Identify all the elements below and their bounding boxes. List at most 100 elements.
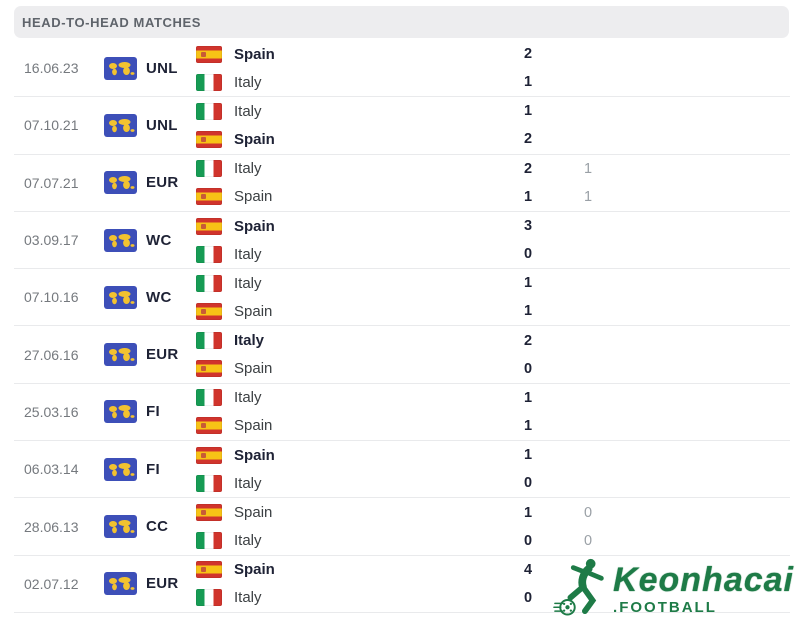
team-row: Spain 1 0: [196, 499, 790, 527]
team-row: Spain 1: [196, 412, 790, 440]
team-flag-icon: [196, 274, 222, 292]
team-name: Italy: [234, 474, 262, 492]
team-score: 0: [523, 360, 533, 377]
match-row[interactable]: 06.03.14 FI Spain: [14, 441, 790, 499]
match-row[interactable]: 28.06.13 CC Spain: [14, 498, 790, 556]
team-name: Spain: [234, 188, 273, 206]
team-row: Italy 0: [196, 469, 790, 497]
competition-code: CC: [146, 518, 169, 536]
team-flag-icon: [196, 474, 222, 492]
match-date: 25.03.16: [24, 403, 79, 420]
team-flag-icon: [196, 302, 222, 320]
match-date: 03.09.17: [24, 232, 79, 249]
match-row[interactable]: 07.10.21 UNL Italy: [14, 97, 790, 155]
team-flag-icon: [196, 332, 222, 350]
competition: EUR: [104, 572, 196, 596]
team-row: Italy 0: [196, 584, 790, 612]
world-map-icon: [104, 400, 137, 424]
team-name: Spain: [234, 446, 275, 464]
team-name: Italy: [234, 332, 265, 350]
team-name: Italy: [234, 389, 262, 407]
team-score: 2: [523, 160, 533, 177]
match-date: 07.07.21: [24, 174, 79, 191]
team-row: Spain 2: [196, 40, 790, 68]
competition-code: UNL: [146, 116, 178, 134]
team-name: Spain: [234, 45, 275, 63]
match-row[interactable]: 03.09.17 WC Spain: [14, 212, 790, 270]
team-score: 1: [523, 303, 533, 320]
team-name: Italy: [234, 245, 262, 263]
team-name: Spain: [234, 130, 275, 148]
team-flag-icon: [196, 160, 222, 178]
team-name: Spain: [234, 561, 275, 579]
team-score: 0: [523, 532, 533, 549]
competition: WC: [104, 285, 196, 309]
team-score: 3: [523, 218, 533, 235]
match-date: 07.10.16: [24, 289, 79, 306]
team-row: Italy 1: [196, 384, 790, 412]
teams: Italy 2 1 Spain 1 1: [196, 155, 790, 211]
team-name: Italy: [234, 532, 262, 550]
competition: CC: [104, 515, 196, 539]
match-date: 16.06.23: [24, 60, 79, 77]
world-map-icon: [104, 285, 137, 309]
team-score-secondary: 0: [583, 532, 593, 549]
team-flag-icon: [196, 245, 222, 263]
team-score: 1: [523, 504, 533, 521]
team-row: Italy 1: [196, 269, 790, 297]
teams: Italy 1 Spain 1: [196, 384, 790, 440]
team-score: 0: [523, 475, 533, 492]
team-score-secondary: 0: [583, 504, 593, 521]
team-row: Italy 1: [196, 97, 790, 125]
competition-code: FI: [146, 403, 160, 421]
team-name: Italy: [234, 102, 262, 120]
world-map-icon: [104, 515, 137, 539]
team-flag-icon: [196, 102, 222, 120]
team-row: Spain 3: [196, 212, 790, 240]
competition: WC: [104, 228, 196, 252]
team-score: 2: [523, 131, 533, 148]
world-map-icon: [104, 228, 137, 252]
world-map-icon: [104, 572, 137, 596]
match-row[interactable]: 07.07.21 EUR Italy: [14, 155, 790, 212]
team-flag-icon: [196, 561, 222, 579]
match-date: 06.03.14: [24, 461, 79, 478]
team-score-secondary: 1: [583, 160, 593, 177]
match-row[interactable]: 02.07.12 EUR Spain: [14, 556, 790, 613]
team-flag-icon: [196, 360, 222, 378]
team-flag-icon: [196, 217, 222, 235]
team-row: Spain 0: [196, 355, 790, 383]
competition-code: EUR: [146, 174, 179, 192]
team-name: Italy: [234, 274, 262, 292]
competition-code: EUR: [146, 575, 179, 593]
team-score-secondary: 1: [583, 188, 593, 205]
match-date: 07.10.21: [24, 117, 79, 134]
teams: Spain 4 Italy 0: [196, 556, 790, 612]
team-row: Italy 2 1: [196, 155, 790, 183]
team-flag-icon: [196, 446, 222, 464]
world-map-icon: [104, 113, 137, 137]
team-name: Italy: [234, 589, 262, 607]
match-row[interactable]: 25.03.16 FI Italy: [14, 384, 790, 442]
match-list: 16.06.23 UNL Spain: [14, 40, 790, 613]
match-row[interactable]: 16.06.23 UNL Spain: [14, 40, 790, 98]
team-row: Italy 0 0: [196, 527, 790, 555]
teams: Italy 2 Spain 0: [196, 327, 790, 383]
team-score: 2: [523, 332, 533, 349]
team-name: Italy: [234, 160, 262, 178]
team-row: Spain 4: [196, 556, 790, 584]
competition-code: UNL: [146, 59, 178, 77]
competition-code: WC: [146, 231, 172, 249]
competition: FI: [104, 457, 196, 481]
team-row: Italy 0: [196, 240, 790, 268]
team-flag-icon: [196, 504, 222, 522]
world-map-icon: [104, 343, 137, 367]
team-score: 1: [523, 74, 533, 91]
team-row: Italy 1: [196, 68, 790, 96]
world-map-icon: [104, 457, 137, 481]
team-score: 4: [523, 561, 533, 578]
teams: Spain 2 Italy 1: [196, 40, 790, 96]
match-row[interactable]: 27.06.16 EUR Italy: [14, 326, 790, 384]
world-map-icon: [104, 56, 137, 80]
match-row[interactable]: 07.10.16 WC Italy: [14, 269, 790, 327]
